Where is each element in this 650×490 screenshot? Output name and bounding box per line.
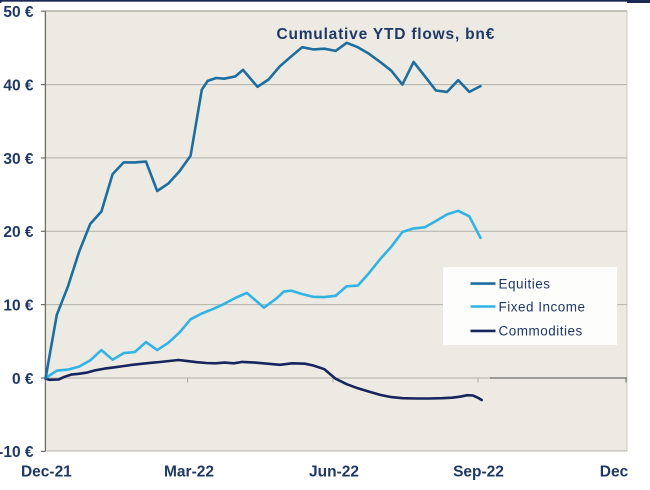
svg-text:Fixed Income: Fixed Income: [499, 299, 586, 314]
svg-text:-10 €: -10 €: [0, 444, 34, 461]
svg-text:10 €: 10 €: [3, 297, 34, 314]
svg-text:40 €: 40 €: [3, 77, 34, 94]
svg-text:Mar-22: Mar-22: [164, 463, 214, 480]
svg-text:20 €: 20 €: [3, 224, 34, 241]
svg-text:Commodities: Commodities: [499, 324, 583, 339]
svg-text:30 €: 30 €: [3, 151, 34, 168]
svg-text:0 €: 0 €: [12, 371, 34, 388]
svg-text:Dec-21: Dec-21: [21, 463, 72, 480]
svg-text:Dec: Dec: [600, 463, 629, 480]
svg-text:Sep-22: Sep-22: [453, 463, 504, 480]
svg-text:Jun-22: Jun-22: [309, 463, 359, 480]
svg-text:50 €: 50 €: [3, 4, 34, 21]
svg-text:Cumulative YTD flows, bn€: Cumulative YTD flows, bn€: [276, 26, 495, 43]
svg-text:Equities: Equities: [499, 276, 551, 291]
